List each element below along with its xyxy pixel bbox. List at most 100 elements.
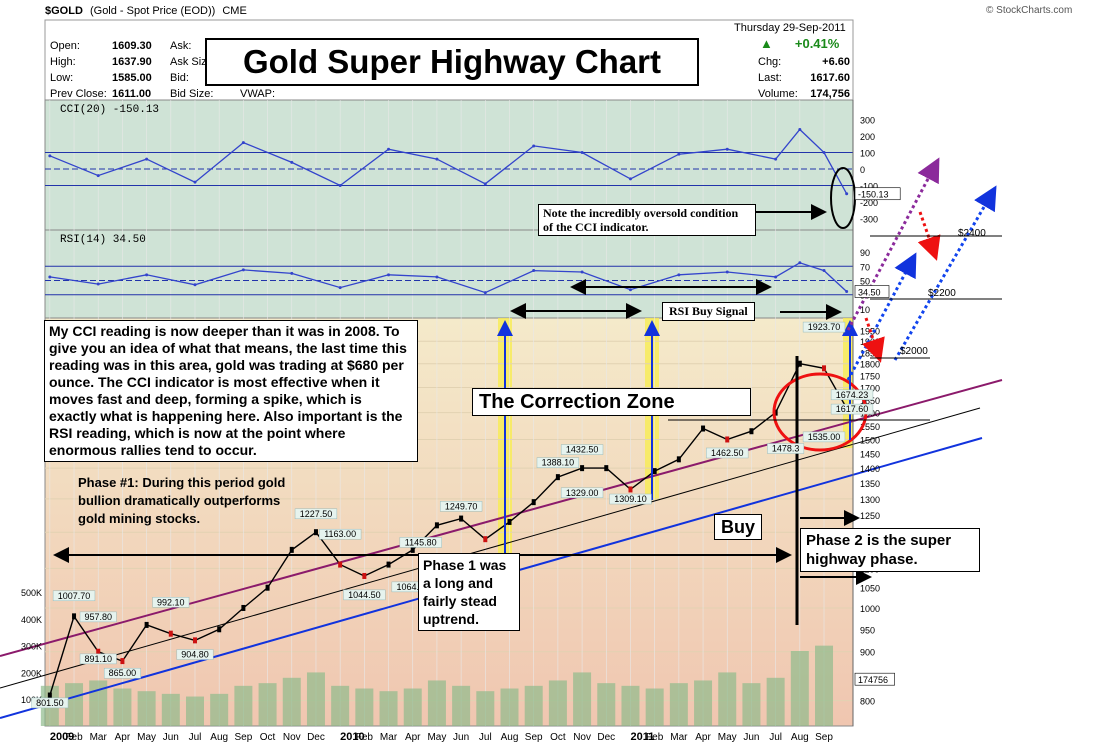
rsi-last-tag-bg	[854, 285, 890, 298]
price-candle	[120, 658, 125, 665]
volume-bar	[621, 685, 640, 726]
price-tick-label: 950	[860, 625, 875, 635]
price-candle	[652, 468, 657, 475]
price-candle	[725, 436, 730, 443]
symbol-line: $GOLD (Gold - Spot Price (EOD)) CME	[45, 5, 247, 17]
volume-tick-label: 500K	[21, 588, 42, 598]
rsi-point	[338, 286, 342, 290]
rsi-point	[677, 273, 681, 277]
value-label: 1227.50	[300, 509, 333, 519]
open-value: 1609.30	[112, 40, 152, 52]
symbol-desc: (Gold - Spot Price (EOD))	[89, 5, 216, 17]
value-label: 1145.80	[405, 537, 437, 547]
cci-point	[193, 180, 197, 184]
price-candle	[580, 465, 585, 472]
rsi-point	[387, 273, 391, 277]
rsi-point	[48, 275, 52, 279]
value-label: 1329.00	[566, 488, 599, 498]
price-candle	[531, 499, 536, 506]
x-tick-label: Mar	[670, 732, 688, 743]
volume-bar	[500, 688, 519, 726]
up-triangle-icon: ▲	[760, 36, 773, 51]
volume-bar	[476, 691, 495, 726]
rsi-last-tag: 34.50	[858, 288, 881, 298]
ask-label: Ask:	[170, 40, 192, 52]
value-label-bg	[79, 611, 117, 623]
value-label-bg	[767, 443, 805, 454]
price-candle	[96, 648, 101, 655]
x-tick-label: 2009	[50, 731, 74, 743]
cci-point	[435, 157, 439, 161]
value-label: 1462.50	[711, 448, 744, 458]
target-label-2000: $2000	[900, 346, 928, 357]
price-candle	[410, 546, 415, 553]
symbol: $GOLD	[45, 5, 83, 17]
value-label-bg	[609, 493, 652, 505]
value-label-bg	[560, 487, 604, 499]
price-tick-label: 800	[860, 697, 875, 707]
price-tick-label: 1000	[860, 604, 880, 614]
bid-size-label: Bid Size:	[170, 88, 214, 100]
price-candle	[217, 626, 222, 633]
value-label-bg	[830, 403, 874, 415]
phase1-box: Phase 1 was a long and fairly stead uptr…	[418, 553, 520, 631]
value-label: 1388.10	[542, 458, 575, 468]
volume-bar	[573, 672, 592, 726]
projection-blue-1	[846, 252, 917, 381]
x-tick-label: Sep	[815, 732, 833, 743]
x-tick-label: Aug	[210, 732, 228, 743]
x-tick-label: Jul	[769, 732, 782, 743]
value-label-bg	[31, 697, 69, 709]
cci-point	[774, 157, 778, 161]
volume-bar	[766, 677, 785, 726]
volume-tick-label: 200K	[21, 668, 42, 678]
price-tick-label: 1650	[860, 396, 880, 406]
cci-tick-label: -100	[860, 181, 878, 191]
phase1-note: Phase #1: During this period gold bullio…	[78, 475, 286, 526]
rsi-buy-signal-label: RSI Buy Signal	[662, 302, 755, 321]
x-tick-label: Aug	[501, 732, 519, 743]
last-label: Last:	[758, 72, 782, 84]
value-label-bg	[152, 597, 190, 608]
projection-blue-2	[893, 185, 997, 361]
date-line: Thursday 29-Sep-2011	[734, 22, 846, 34]
x-tick-label: 2010	[340, 731, 364, 743]
cci-last-tag: -150.13	[858, 190, 889, 200]
projection-purple	[846, 157, 940, 331]
volume-bar	[452, 685, 471, 726]
volume-bar	[355, 688, 374, 726]
value-label-bg	[176, 649, 214, 660]
price-candle	[338, 561, 343, 568]
cci-point	[798, 127, 802, 131]
price-candle	[434, 522, 439, 529]
x-tick-label: Nov	[573, 732, 591, 743]
value-label: 801.50	[36, 698, 64, 708]
x-tick-label: Jul	[189, 732, 202, 743]
value-label: 904.80	[181, 650, 209, 660]
volume-bar	[790, 651, 809, 726]
rsi-point	[822, 269, 826, 273]
rsi-point	[145, 273, 149, 277]
rsi-tick-label: 70	[860, 262, 870, 272]
volume-bar	[548, 680, 567, 726]
cci-point	[822, 151, 826, 155]
prev-close-label: Prev Close:	[50, 88, 107, 100]
rsi-point	[483, 291, 487, 295]
projection-red-2	[861, 317, 885, 363]
value-label: 1044.50	[348, 590, 381, 600]
volume-tick-label: 400K	[21, 615, 42, 625]
value-label-bg	[706, 447, 749, 459]
volume-bars	[40, 645, 834, 726]
cci-point	[725, 147, 729, 151]
value-label: 1617.60	[836, 404, 869, 414]
phase2-box: Phase 2 is the super highway phase.	[800, 528, 980, 572]
price-candle	[265, 584, 270, 591]
prev-close-value: 1611.00	[112, 88, 152, 100]
x-tick-label: Oct	[550, 732, 566, 743]
volume-bar	[524, 685, 543, 726]
cci-point	[483, 182, 487, 186]
price-candle	[749, 428, 754, 435]
volume-bar	[113, 688, 132, 726]
value-label-bg	[560, 444, 604, 455]
volume-bar	[742, 683, 761, 726]
